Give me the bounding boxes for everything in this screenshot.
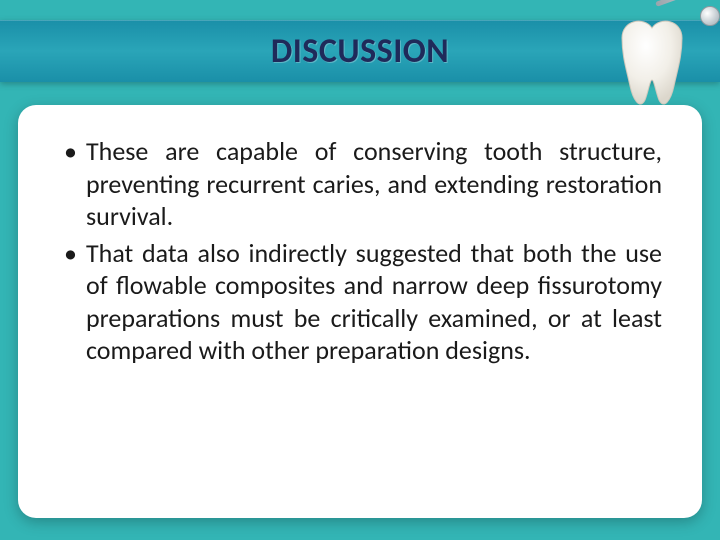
mirror-handle-icon <box>655 0 709 7</box>
mirror-head-icon <box>700 6 720 26</box>
content-box: These are capable of conserving tooth st… <box>18 105 702 518</box>
bullet-item: That data also indirectly suggested that… <box>58 237 662 367</box>
slide: DISCUSSION These are capable of conservi… <box>0 0 720 540</box>
slide-title: DISCUSSION <box>271 31 449 72</box>
bullet-item: These are capable of conserving tooth st… <box>58 135 662 233</box>
bullet-list: These are capable of conserving tooth st… <box>58 135 662 367</box>
tooth-mirror-icon <box>602 8 702 118</box>
